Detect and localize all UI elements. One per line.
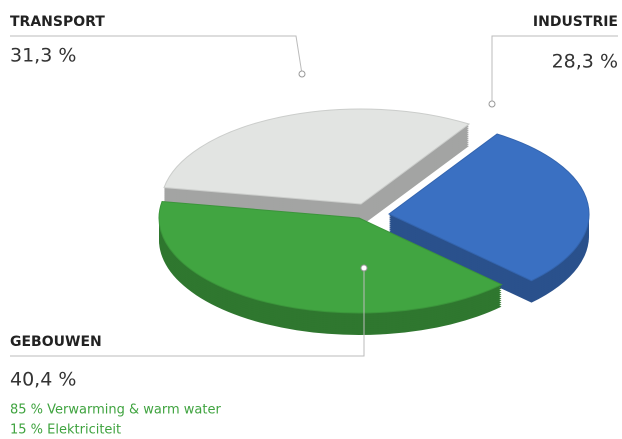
value-label: 40,4 % — [10, 369, 76, 391]
leader-line — [10, 268, 365, 357]
category-label: GEBOUWEN — [10, 334, 102, 350]
annotation: 15 % Elektriciteit — [10, 423, 121, 438]
leader-dot — [488, 100, 496, 108]
leader-dot — [298, 70, 306, 78]
annotation: 85 % Verwarming & warm water — [10, 403, 221, 418]
leader-line — [491, 35, 618, 104]
leader-dot — [360, 264, 368, 272]
value-label: 31,3 % — [10, 45, 76, 67]
leader-line — [10, 35, 303, 75]
pie-slice — [163, 108, 471, 205]
pie-slice — [158, 200, 503, 314]
category-label: TRANSPORT — [10, 14, 105, 30]
pie-slice — [388, 133, 590, 282]
value-label: 28,3 % — [552, 51, 618, 73]
category-label: INDUSTRIE — [533, 14, 618, 30]
